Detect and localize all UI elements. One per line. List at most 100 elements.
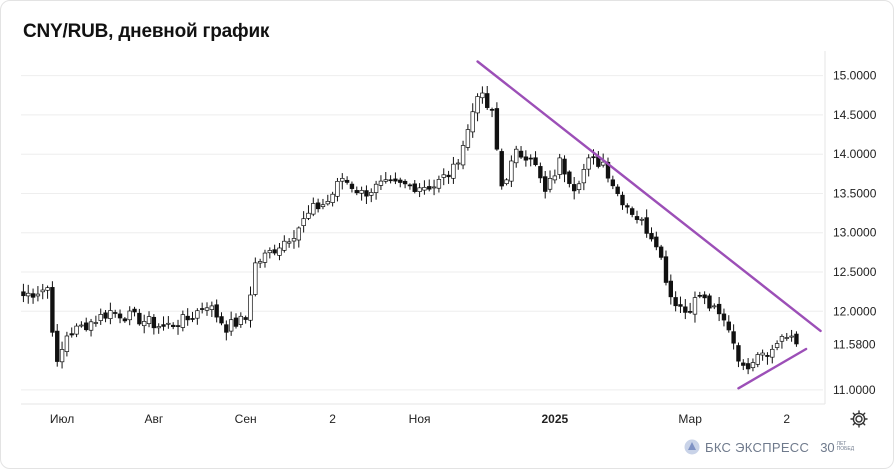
candle-body (21, 291, 26, 297)
candle-body (673, 297, 678, 307)
candle-body (572, 184, 577, 192)
candle-body (113, 312, 118, 314)
candle-body (552, 175, 558, 181)
candle-body (161, 324, 166, 327)
x-tick-label: Ноя (409, 412, 431, 426)
candle-body (74, 325, 79, 335)
candle-body (50, 287, 55, 333)
candle-body (373, 183, 379, 193)
candle-body (45, 287, 50, 291)
y-tick-label: 14.5000 (833, 108, 877, 122)
candle-body (654, 236, 659, 248)
candle-body (26, 292, 31, 297)
candle-body (378, 180, 384, 186)
candle-body (774, 343, 780, 348)
anniversary-badge: 30 ЛЕТ ПОБЕД (820, 440, 858, 455)
candle-body (591, 156, 596, 159)
candle-body (228, 319, 234, 332)
candle-body (354, 190, 359, 194)
candle-body (460, 145, 466, 166)
candle-body (185, 315, 190, 321)
candle-body (398, 179, 403, 183)
chart-settings-button[interactable] (849, 409, 869, 429)
y-tick-label: 14.0000 (833, 147, 877, 161)
badge-number: 30 (820, 439, 835, 455)
candle-body (393, 178, 398, 182)
candle-body (267, 250, 272, 254)
badge-caption: ЛЕТ ПОБЕД (836, 441, 855, 452)
candle-body (581, 169, 587, 184)
candle-body (576, 183, 582, 190)
candle-body (407, 184, 413, 187)
candle-body (586, 157, 591, 170)
last-price-label: 11.5800 (833, 337, 876, 351)
candle-body (69, 333, 74, 336)
candle-body (383, 179, 388, 182)
candle-body (538, 166, 543, 179)
candle-body (610, 179, 616, 187)
candle-body (166, 322, 171, 325)
x-tick-label: 2 (783, 412, 790, 426)
y-tick-label: 13.0000 (833, 226, 877, 240)
candle-body (93, 322, 99, 324)
candle-body (436, 179, 442, 189)
candle-body (567, 171, 572, 184)
candle-body (195, 310, 200, 319)
candle-body (716, 303, 722, 315)
candle-body (320, 204, 326, 207)
candle-body (224, 324, 229, 333)
candle-body (668, 280, 673, 298)
candle-body (286, 241, 292, 244)
candle-body (156, 326, 161, 329)
candle-body (794, 333, 799, 345)
x-tick-label: 2 (329, 412, 336, 426)
candle-body (600, 161, 606, 166)
candle-body (262, 252, 268, 263)
candle-body (489, 108, 495, 111)
candle-body (127, 310, 132, 321)
candle-body (209, 305, 215, 310)
candle-body (644, 217, 649, 234)
candle-body (707, 295, 712, 309)
candle-body (485, 93, 490, 108)
candle-body (349, 183, 355, 189)
candle-body (470, 111, 475, 133)
candle-body (625, 205, 630, 208)
candle-body (364, 190, 369, 197)
candle-body (243, 317, 248, 320)
candle-body (98, 314, 103, 321)
candle-body (59, 349, 65, 363)
candle-body (108, 310, 113, 319)
candle-body (765, 355, 770, 357)
candle-body (431, 186, 437, 189)
candle-body (678, 304, 683, 307)
candle-body (779, 336, 785, 342)
candle-body (514, 148, 519, 164)
y-tick-label: 15.0000 (833, 69, 877, 83)
candle-body (248, 294, 253, 321)
candle-body (190, 318, 195, 320)
candle-body (736, 345, 741, 362)
candle-body (238, 315, 244, 325)
candle-body (562, 158, 567, 175)
candle-body (344, 179, 350, 183)
x-tick-label: Авг (144, 412, 163, 426)
candle-body (315, 202, 321, 210)
candle-body (301, 218, 306, 226)
candle-body (629, 208, 635, 215)
candle-body (741, 362, 746, 366)
candle-body (117, 313, 123, 319)
candle-body (712, 305, 717, 308)
y-tick-label: 13.5000 (833, 186, 877, 200)
candle-body (692, 297, 698, 315)
candle-body (784, 337, 789, 339)
candle-body (721, 313, 727, 321)
candle-body (402, 180, 408, 185)
candle-body (770, 348, 775, 358)
candle-body (122, 318, 128, 322)
candle-body (663, 256, 669, 283)
candle-body (658, 246, 664, 258)
x-tick-label: Мар (678, 412, 702, 426)
